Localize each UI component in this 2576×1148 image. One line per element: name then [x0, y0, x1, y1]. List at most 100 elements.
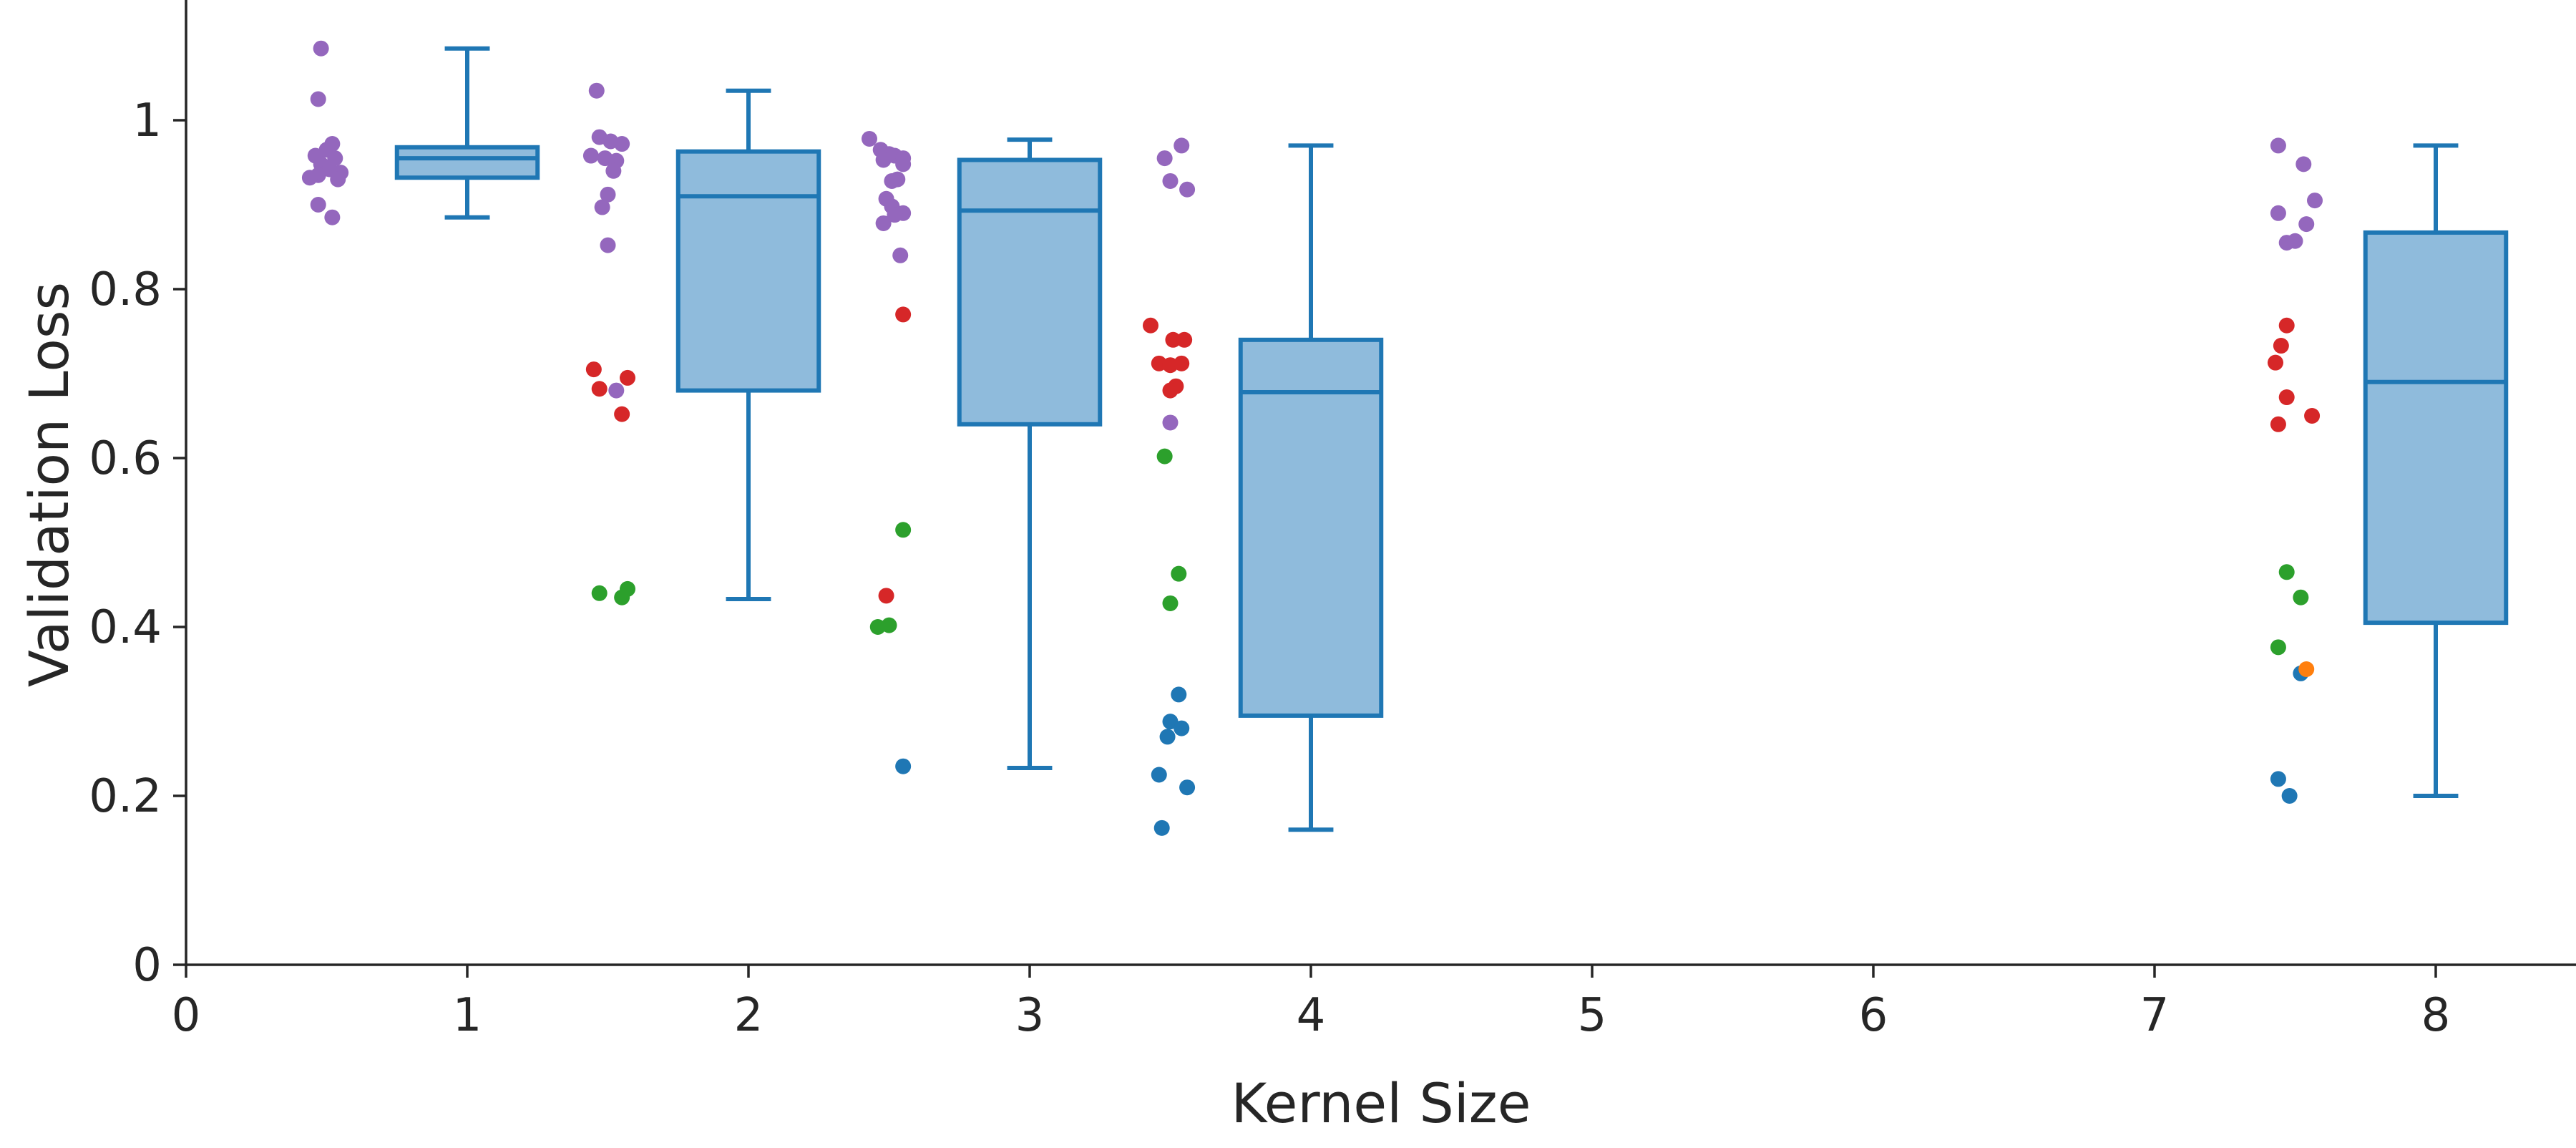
- data-point-0-12: [310, 197, 326, 213]
- data-point-0-49: [2270, 205, 2286, 221]
- data-point-3-9: [2270, 771, 2286, 787]
- data-point-1-1: [591, 381, 608, 397]
- box-iqr: [675, 149, 821, 393]
- data-point-2-8: [1162, 595, 1179, 611]
- x-tick-label: 1: [453, 989, 482, 1042]
- y-tick-label: 0.2: [89, 770, 162, 823]
- data-point-3-3: [1174, 720, 1190, 736]
- data-point-1-15: [2273, 338, 2289, 354]
- y-tick-label: 0.8: [89, 263, 162, 316]
- x-axis-label: Kernel Size: [1231, 1071, 1531, 1135]
- data-point-0-21: [605, 162, 622, 179]
- data-point-0-32: [895, 156, 912, 172]
- data-point-0-45: [1162, 414, 1179, 431]
- data-point-2-9: [2278, 564, 2295, 580]
- data-point-2-5: [881, 617, 897, 633]
- data-point-0-42: [1174, 137, 1190, 154]
- box-4: [1238, 143, 1384, 832]
- data-point-0-11: [330, 171, 346, 188]
- data-point-3-1: [1171, 686, 1187, 703]
- y-tick-label: 0.6: [89, 432, 162, 485]
- x-tick-label: 2: [734, 989, 763, 1042]
- data-point-0-26: [861, 130, 877, 147]
- axes: 0 1 2 3 4 5 6 7 8 0 0.2 0.4 0.6 0.8 1: [89, 0, 2576, 1042]
- x-tick-label: 8: [2421, 989, 2451, 1042]
- box-2: [675, 88, 821, 602]
- data-point-1-6: [1142, 317, 1158, 334]
- jitter-points: [301, 40, 2323, 836]
- data-point-0-52: [2287, 233, 2303, 249]
- box-iqr: [957, 157, 1103, 427]
- data-point-2-2: [614, 589, 630, 605]
- data-point-3-6: [1179, 779, 1196, 796]
- data-point-0-41: [1156, 150, 1173, 167]
- data-point-3-0: [895, 758, 912, 774]
- data-point-0-10: [301, 170, 318, 186]
- data-point-0-40: [892, 247, 909, 263]
- data-point-0-44: [1179, 181, 1196, 198]
- data-point-1-4: [895, 306, 912, 323]
- data-point-3-4: [1159, 729, 1176, 745]
- data-point-1-5: [878, 588, 894, 604]
- x-tick-label: 7: [2140, 989, 2170, 1042]
- data-point-1-7: [1165, 331, 1181, 348]
- data-point-0-25: [608, 382, 625, 399]
- box-iqr: [1238, 337, 1384, 718]
- data-point-2-11: [2270, 639, 2286, 656]
- data-point-0-13: [324, 209, 341, 225]
- data-point-1-13: [1162, 382, 1179, 399]
- data-point-3-10: [2281, 788, 2298, 804]
- data-point-0-38: [887, 207, 903, 223]
- data-point-3-7: [1153, 819, 1170, 836]
- box-1: [394, 46, 540, 220]
- data-point-2-10: [2293, 589, 2309, 605]
- data-point-0-50: [2298, 216, 2315, 233]
- data-point-0-1: [310, 91, 326, 107]
- box-iqr: [2363, 230, 2509, 626]
- data-point-0-14: [588, 82, 605, 99]
- data-point-2-7: [1171, 565, 1187, 582]
- data-point-1-16: [2267, 354, 2283, 371]
- data-point-0-24: [600, 237, 616, 253]
- data-point-0-47: [2296, 156, 2312, 172]
- data-point-2-6: [1156, 448, 1173, 464]
- data-point-0-43: [1162, 172, 1179, 189]
- data-point-0-46: [2270, 137, 2286, 154]
- boxes: [394, 46, 2509, 832]
- x-tick-label: 4: [1297, 989, 1326, 1042]
- data-point-0-31: [875, 152, 892, 168]
- data-point-0-18: [582, 147, 599, 164]
- data-point-0-39: [875, 215, 892, 231]
- y-tick-label: 0: [132, 939, 162, 992]
- data-point-1-8: [1176, 331, 1193, 348]
- box-8: [2363, 143, 2509, 798]
- box-iqr: [394, 145, 540, 180]
- data-point-1-17: [2278, 389, 2295, 406]
- data-point-1-2: [620, 369, 636, 386]
- y-axis-label: Validation Loss: [17, 282, 81, 687]
- data-point-3-5: [1151, 767, 1167, 783]
- data-point-0-23: [594, 199, 610, 215]
- data-point-1-3: [614, 406, 630, 422]
- data-point-1-18: [2304, 408, 2321, 424]
- data-point-2-0: [591, 585, 608, 601]
- y-tick-label: 0.4: [89, 601, 162, 654]
- data-point-2-3: [895, 522, 912, 538]
- data-point-1-19: [2270, 416, 2286, 432]
- x-tick-label: 0: [172, 989, 201, 1042]
- x-tick-label: 5: [1578, 989, 1607, 1042]
- x-tick-label: 6: [1859, 989, 1888, 1042]
- data-point-0-17: [614, 136, 630, 152]
- box-3: [957, 137, 1103, 771]
- data-point-1-14: [2278, 317, 2295, 334]
- data-point-0-22: [600, 186, 616, 203]
- data-point-4-0: [2298, 661, 2315, 677]
- data-point-1-0: [585, 361, 602, 378]
- data-point-1-11: [1174, 355, 1190, 371]
- y-tick-label: 1: [132, 94, 162, 147]
- x-tick-label: 3: [1015, 989, 1045, 1042]
- data-point-0-34: [884, 172, 900, 189]
- data-point-0-0: [313, 40, 329, 57]
